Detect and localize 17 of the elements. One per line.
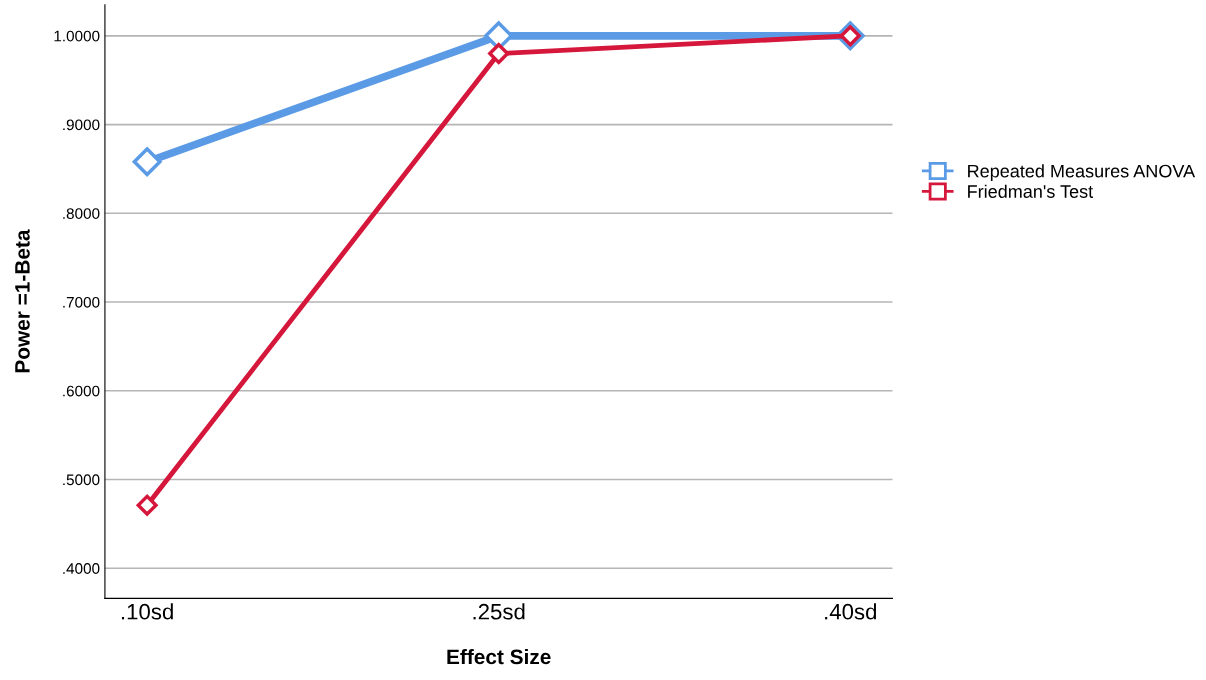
- x-tick-label: .25sd: [473, 603, 525, 620]
- point: [132, 147, 162, 177]
- x-tick-label: .40sd: [825, 603, 876, 620]
- y-tick-label: .4000: [63, 563, 100, 574]
- y-tick-label: .6000: [63, 385, 100, 397]
- y-tick-label: .9000: [63, 119, 100, 131]
- point: [488, 42, 510, 65]
- x-tick-label: .10sd: [121, 603, 173, 620]
- y-tick-label: .5000: [63, 474, 100, 486]
- point: [136, 494, 158, 516]
- legend-label: Repeated Measures ANOVA: [968, 164, 1196, 182]
- y-tick-label: .8000: [63, 208, 100, 219]
- y-tick-label: 1.0000: [54, 30, 100, 42]
- legend-label: Friedman's Test: [968, 184, 1094, 198]
- y-tick-label: .7000: [63, 296, 100, 308]
- y-axis-title: Power =1-Beta: [15, 229, 30, 373]
- x-axis-title: Effect Size: [447, 648, 551, 665]
